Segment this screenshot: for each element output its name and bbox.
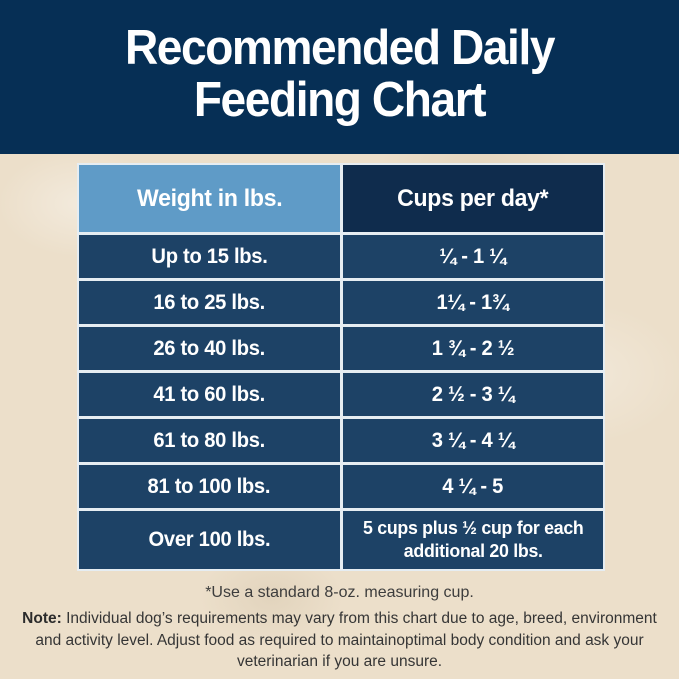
column-header-weight: Weight in lbs.	[79, 165, 340, 232]
weight-value: 16 to 25 lbs.	[153, 290, 266, 314]
weight-cell: 81 to 100 lbs.	[79, 465, 340, 508]
page-title-line1: Recommended Daily	[124, 21, 556, 75]
weight-value: 81 to 100 lbs.	[147, 474, 271, 498]
page-title-line2: Feeding Chart	[193, 72, 487, 127]
weight-cell: Up to 15 lbs.	[79, 235, 340, 278]
cups-cell: 4 ¼ - 5	[342, 465, 603, 508]
weight-cell: 26 to 40 lbs.	[79, 327, 340, 370]
column-header-weight-label: Weight in lbs.	[136, 184, 283, 212]
page-title: Recommended Daily Feeding Chart	[20, 0, 658, 127]
cups-cell: 1 ¾ - 2 ½	[342, 327, 603, 370]
cups-cell: 1¼ - 1¾	[342, 281, 603, 324]
cups-cell: 3 ¼ - 4 ¼	[342, 419, 603, 462]
weight-cell: 16 to 25 lbs.	[79, 281, 340, 324]
cups-cell: 2 ½ - 3 ¼	[342, 373, 603, 416]
column-header-cups-label: Cups per day*	[397, 184, 549, 212]
cups-value: 3 ¼ - 4 ¼	[431, 428, 515, 452]
cups-value: 5 cups plus ½ cup for each additional 20…	[362, 517, 584, 561]
disclaimer-note: Note: Individual dog’s requirements may …	[8, 608, 671, 673]
cups-value: 1¼ - 1¾	[436, 290, 509, 314]
weight-cell: Over 100 lbs.	[79, 511, 340, 569]
disclaimer-note-text: Individual dog’s requirements may vary f…	[35, 610, 657, 670]
weight-value: 41 to 60 lbs.	[153, 382, 266, 406]
cups-cell: ¼ - 1 ¼	[342, 235, 603, 278]
column-header-cups: Cups per day*	[342, 165, 603, 232]
title-band: Recommended Daily Feeding Chart	[0, 0, 679, 154]
weight-value: Up to 15 lbs.	[151, 244, 268, 268]
cups-value: 2 ½ - 3 ¼	[431, 382, 515, 406]
weight-value: 26 to 40 lbs.	[153, 336, 266, 360]
weight-cell: 61 to 80 lbs.	[79, 419, 340, 462]
feeding-table: Weight in lbs. Cups per day* Up to 15 lb…	[77, 163, 605, 571]
cups-value: 1 ¾ - 2 ½	[431, 336, 515, 360]
cups-cell: 5 cups plus ½ cup for each additional 20…	[342, 511, 603, 569]
disclaimer-note-label: Note:	[22, 610, 62, 627]
measuring-cup-footnote: *Use a standard 8-oz. measuring cup.	[205, 584, 474, 601]
cups-value: 4 ¼ - 5	[442, 474, 504, 498]
weight-value: Over 100 lbs.	[148, 528, 271, 551]
weight-cell: 41 to 60 lbs.	[79, 373, 340, 416]
cups-value: ¼ - 1 ¼	[439, 244, 507, 268]
weight-value: 61 to 80 lbs.	[153, 428, 266, 452]
